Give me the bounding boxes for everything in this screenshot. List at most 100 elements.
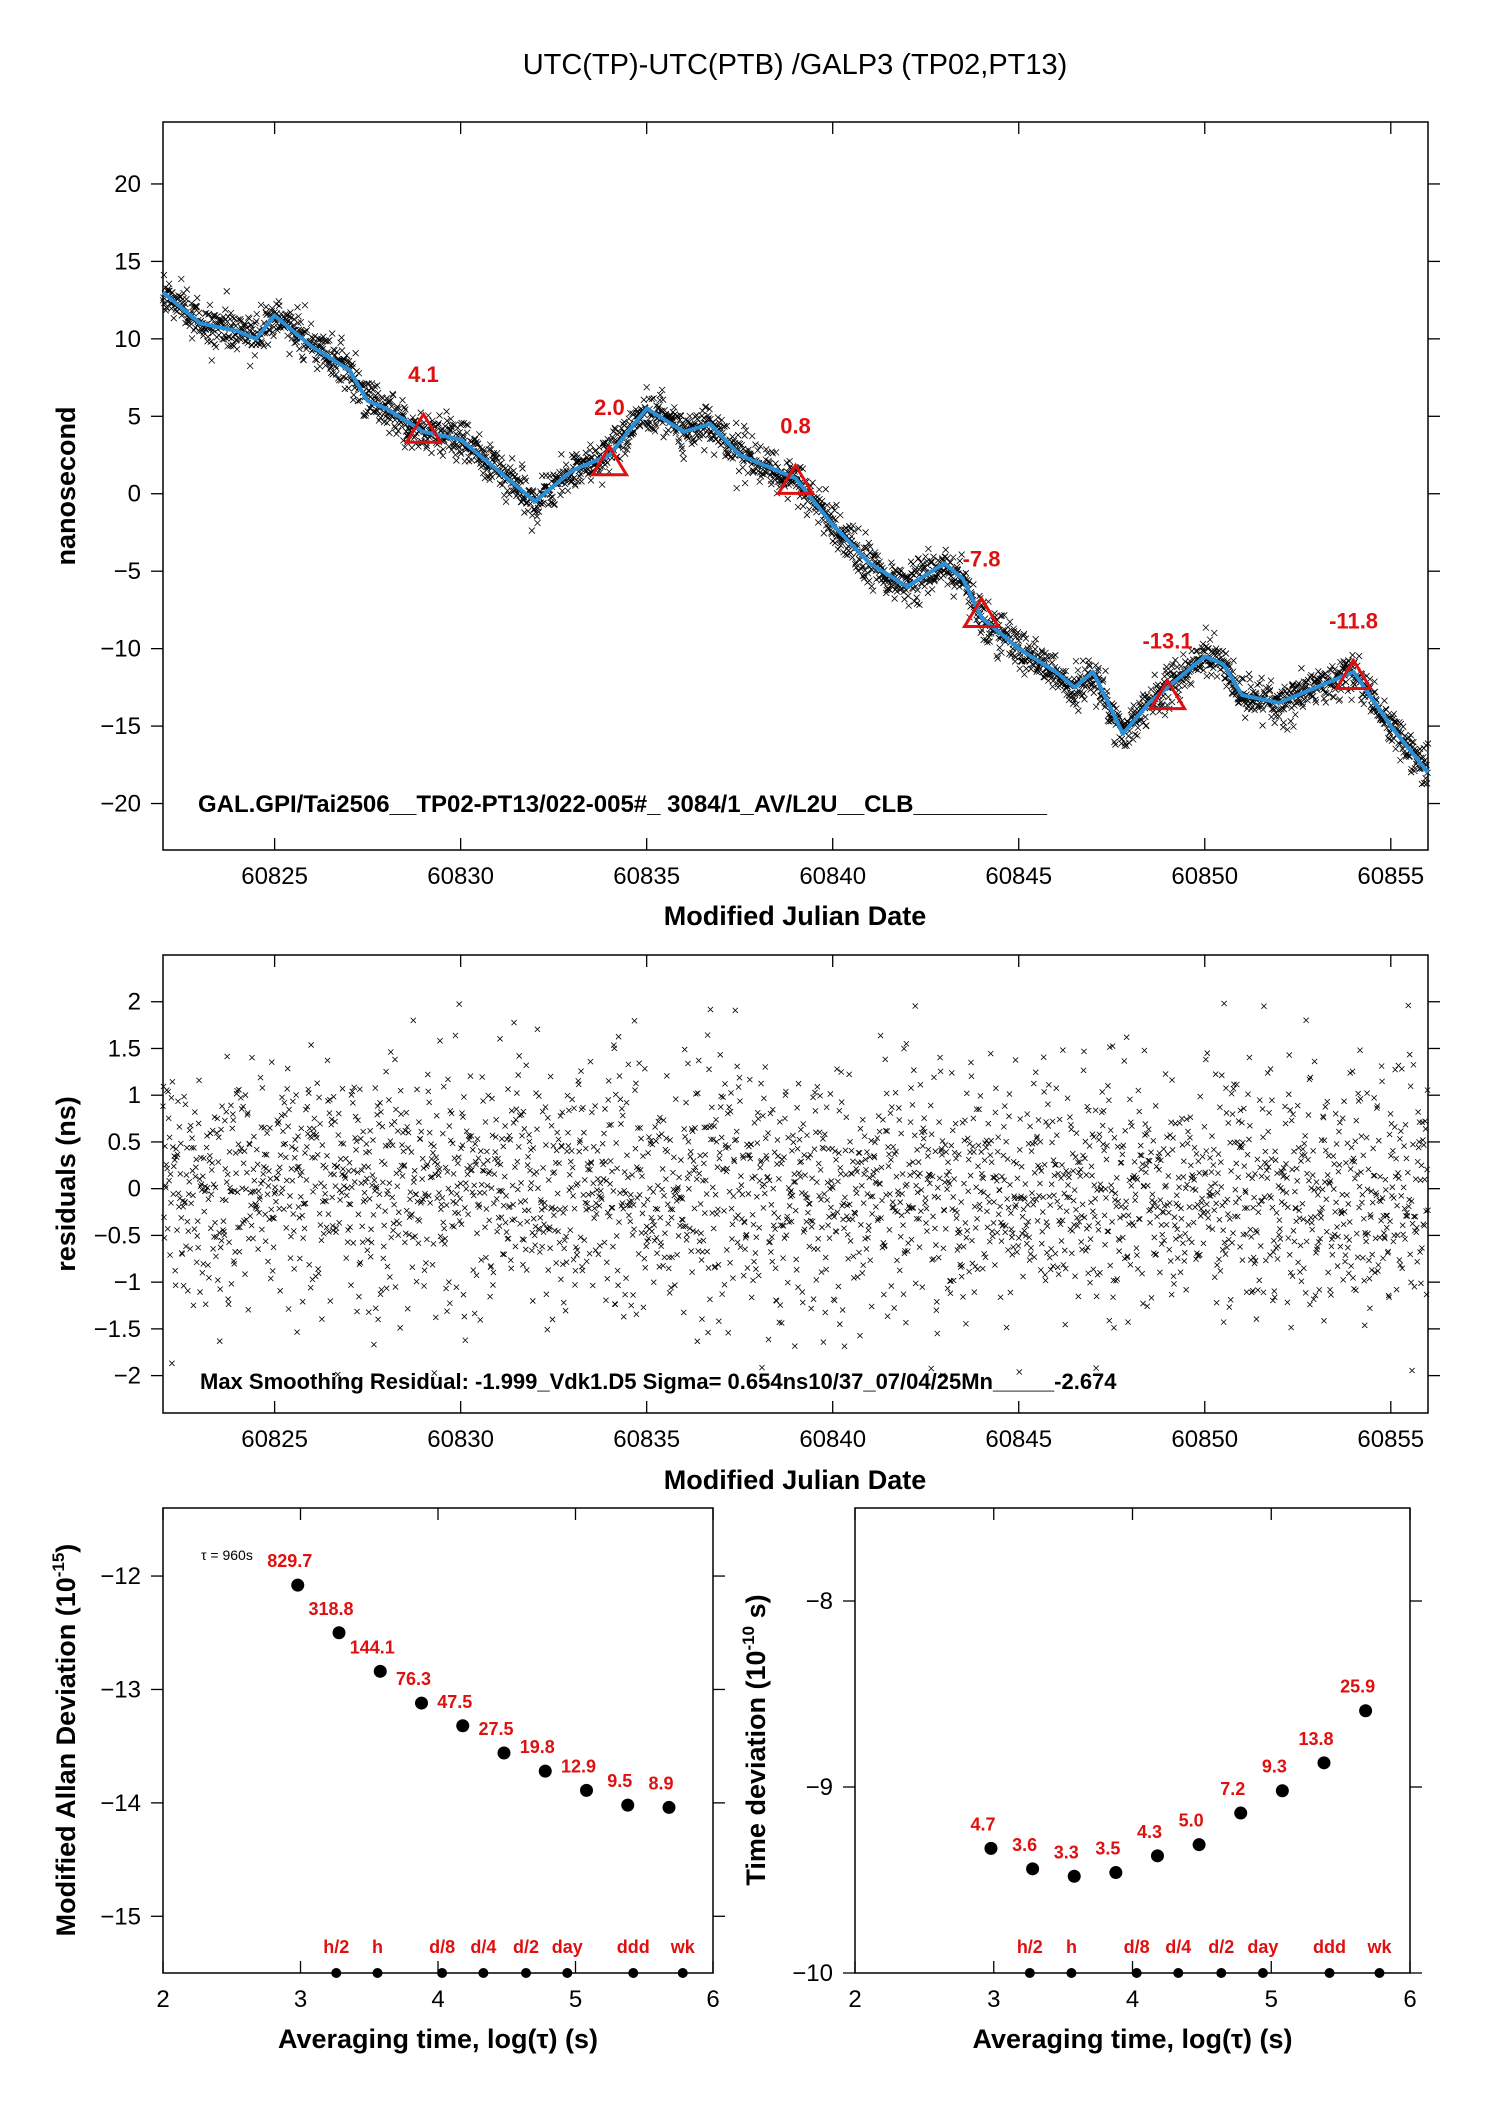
data-point — [165, 280, 173, 288]
data-point — [568, 1147, 575, 1154]
data-point — [799, 502, 807, 510]
y-tick-label: 5 — [128, 403, 141, 430]
data-point — [359, 1239, 366, 1246]
data-point — [1050, 1263, 1056, 1269]
data-point — [806, 1201, 813, 1207]
data-point — [583, 1258, 590, 1265]
data-point — [395, 405, 403, 412]
data-point — [506, 491, 513, 498]
data-point — [546, 472, 553, 479]
data-point — [784, 1279, 791, 1286]
data-point — [652, 422, 660, 429]
data-point — [166, 1134, 173, 1141]
data-point — [847, 525, 855, 533]
data-point — [919, 1143, 926, 1149]
data-point — [170, 1163, 177, 1170]
data-point — [663, 1073, 670, 1079]
data-point — [1007, 1289, 1014, 1296]
data-point — [729, 455, 737, 462]
data-point — [483, 1206, 490, 1212]
data-point — [248, 1222, 255, 1229]
data-point — [757, 1164, 763, 1171]
data-point — [430, 1240, 437, 1247]
data-point — [288, 314, 295, 321]
data-point — [699, 1316, 705, 1322]
data-point — [794, 1104, 801, 1111]
data-point — [229, 1125, 236, 1132]
data-point — [513, 1106, 520, 1113]
data-point — [541, 1199, 548, 1206]
data-point — [423, 1260, 429, 1266]
plot-frame — [162, 121, 1429, 851]
data-point — [656, 391, 664, 399]
figure-title: UTC(TP)-UTC(PTB) /GALP3 (TP02,PT13) — [523, 49, 1068, 81]
data-point — [709, 1210, 716, 1216]
data-point — [193, 303, 201, 310]
data-point — [716, 1149, 723, 1156]
data-point — [285, 1306, 292, 1312]
data-point — [297, 318, 305, 326]
data-point — [568, 1184, 575, 1191]
data-point — [793, 1266, 800, 1273]
data-point — [666, 1289, 673, 1296]
data-point — [921, 1115, 928, 1122]
data-point — [756, 1224, 763, 1231]
data-point — [386, 429, 393, 437]
data-point — [1142, 1169, 1149, 1176]
data-point — [940, 1245, 947, 1252]
data-point — [664, 1201, 671, 1208]
data-point — [609, 1168, 615, 1175]
data-point — [730, 1275, 736, 1282]
data-point — [448, 1189, 455, 1196]
data-point — [603, 1297, 609, 1304]
data-point — [657, 1214, 664, 1221]
data-point — [1181, 1258, 1188, 1264]
data-point — [858, 1182, 865, 1189]
data-point — [894, 1257, 900, 1264]
y-tick-label: −15 — [100, 713, 141, 740]
data-point — [887, 1156, 894, 1163]
data-point — [752, 441, 759, 448]
data-point — [344, 1185, 351, 1192]
data-point — [720, 1094, 726, 1101]
data-point — [1102, 667, 1109, 675]
data-point — [837, 542, 845, 549]
data-point — [194, 1218, 201, 1225]
data-point — [665, 1265, 672, 1272]
data-point — [891, 1305, 898, 1311]
data-point — [224, 313, 232, 320]
data-point — [1133, 1245, 1140, 1251]
data-point — [1157, 1269, 1163, 1276]
y-tick-label: 10 — [114, 326, 141, 353]
data-point — [562, 1307, 569, 1314]
data-point — [444, 1169, 451, 1175]
data-point — [197, 1289, 203, 1295]
data-point — [224, 1053, 231, 1060]
data-point — [966, 1268, 973, 1275]
y-tick-label: −2 — [114, 1363, 141, 1390]
data-point — [520, 1108, 527, 1115]
data-point — [479, 462, 486, 469]
data-point — [193, 1156, 200, 1163]
data-point — [734, 1063, 741, 1070]
data-point — [1166, 1200, 1173, 1206]
data-point — [992, 1262, 998, 1268]
data-point — [925, 545, 932, 553]
data-point — [1003, 1138, 1010, 1145]
data-point — [1145, 1126, 1152, 1133]
data-point — [374, 1111, 381, 1118]
data-point — [294, 304, 301, 311]
data-point — [208, 357, 216, 364]
data-point — [310, 1188, 316, 1195]
x-tick-label: 60830 — [427, 1426, 494, 1453]
data-point — [745, 1190, 752, 1197]
data-point — [372, 408, 380, 416]
data-point — [419, 1176, 426, 1182]
data-point — [199, 1173, 206, 1180]
data-point — [1039, 1228, 1046, 1235]
data-point — [338, 1189, 345, 1196]
data-point — [555, 1136, 562, 1143]
data-point — [705, 1329, 711, 1336]
data-point — [852, 1185, 859, 1192]
data-point — [1167, 1258, 1174, 1264]
